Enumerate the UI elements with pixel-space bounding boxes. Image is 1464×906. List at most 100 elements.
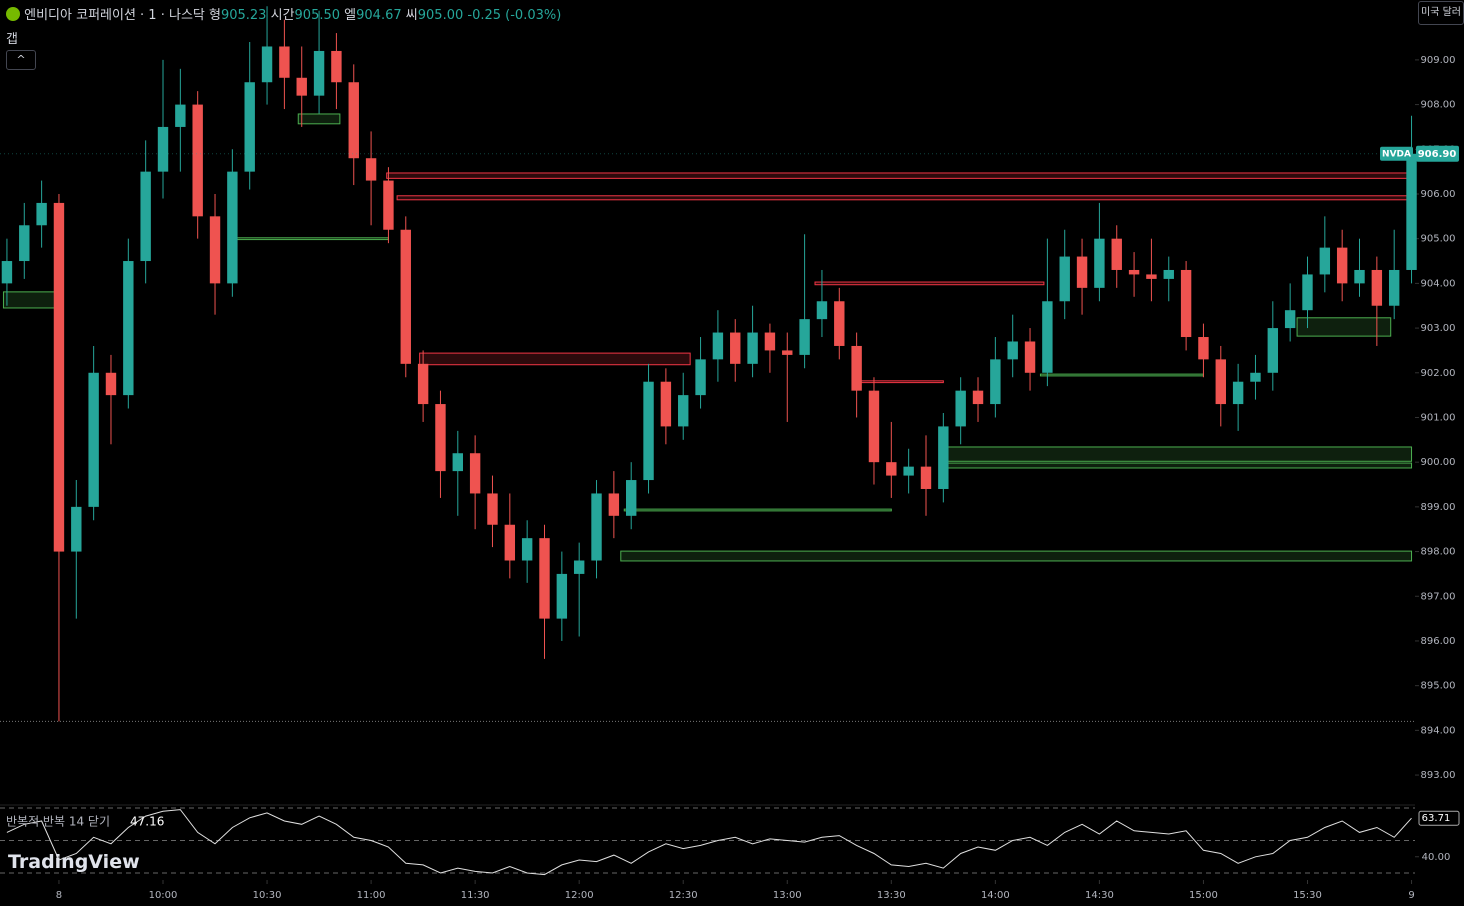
candle-body — [938, 426, 949, 489]
candle-body — [1042, 301, 1053, 373]
candle-body — [244, 82, 255, 172]
candle-body — [36, 202, 47, 226]
y-tick-label: 905.00 — [1421, 234, 1456, 245]
gap-zone — [419, 352, 691, 366]
candle-body — [834, 301, 845, 346]
candle-body — [521, 538, 533, 561]
candle-body — [1, 261, 13, 284]
candle-body — [1371, 269, 1383, 306]
candle-body — [1388, 269, 1400, 306]
currency-button[interactable]: 미국 달러 — [1418, 1, 1464, 25]
candle-body — [417, 363, 429, 405]
candle-body — [539, 538, 550, 619]
candle-body — [1215, 359, 1226, 405]
x-tick-label: 14:30 — [1085, 890, 1114, 901]
change: -0.25 (-0.03%) — [467, 8, 562, 23]
candle-body — [123, 261, 134, 396]
candle-body — [140, 171, 151, 262]
candle-body — [1267, 328, 1279, 373]
candle-body — [625, 480, 637, 516]
symbol-tag-label: NVDA — [1382, 149, 1411, 159]
ohlc-value: 905.00 — [417, 8, 464, 23]
price-tag-label: 906.90 — [1418, 149, 1457, 160]
candle-body — [175, 104, 186, 127]
y-tick-label: 908.00 — [1421, 100, 1456, 111]
x-tick-label: 14:00 — [981, 890, 1010, 901]
candle-body — [799, 319, 810, 355]
gap-zone — [2, 291, 60, 309]
candle-body — [851, 345, 862, 391]
candle-body — [71, 506, 82, 552]
y-tick-label: 900.00 — [1421, 457, 1456, 468]
candle-body — [764, 332, 776, 351]
candle-body — [608, 493, 620, 516]
candle-body — [452, 453, 463, 472]
header: 엔비디아 코퍼레이션 · 1 · 나스닥 형905.23 시간905.50 엘9… — [6, 4, 561, 23]
candle-body — [400, 229, 411, 364]
candle-body — [487, 493, 498, 525]
x-tick-label: 9 — [1408, 890, 1414, 901]
candle-body — [261, 46, 273, 83]
collapse-button[interactable]: ^ — [6, 50, 36, 70]
candle-body — [730, 332, 741, 364]
candle-body — [227, 171, 238, 284]
x-tick-label: 13:00 — [773, 890, 802, 901]
ohlc-label: 시간 — [270, 8, 295, 23]
y-tick-label: 903.00 — [1421, 323, 1456, 334]
candle-body — [712, 332, 724, 360]
gap-zone — [386, 172, 1413, 179]
candle-body — [1250, 372, 1261, 382]
candle-body — [53, 202, 65, 552]
gap-zone — [939, 446, 1413, 462]
candle-body — [1094, 238, 1105, 288]
y-tick-label: 909.00 — [1421, 55, 1456, 66]
candle-body — [1302, 274, 1313, 311]
gap-zone — [620, 550, 1413, 562]
x-tick-label: 15:00 — [1189, 890, 1218, 901]
ohlc-value: 905.23 — [220, 8, 267, 23]
candle-body — [1076, 256, 1088, 288]
candle-body — [990, 359, 1001, 405]
candle-body — [1128, 269, 1140, 275]
candle-body — [1059, 256, 1070, 302]
rsi-legend-value: 47.16 — [130, 815, 164, 829]
candle-body — [643, 381, 654, 481]
y-tick-label: 906.00 — [1421, 189, 1456, 200]
y-tick-label: 896.00 — [1421, 636, 1456, 647]
candle-body — [920, 466, 932, 489]
candle-body — [903, 466, 914, 476]
candle-body — [678, 395, 689, 427]
rsi-tick-label: 40.00 — [1422, 852, 1451, 863]
candle-body — [747, 332, 758, 364]
candle-body — [209, 216, 221, 284]
candle-body — [886, 462, 897, 476]
symbol-icon — [6, 7, 20, 21]
watermark: TradingView — [8, 851, 140, 873]
candle-body — [348, 82, 359, 159]
gap-zone — [814, 281, 1045, 286]
candle-body — [105, 372, 117, 396]
title: 엔비디아 코퍼레이션 · 1 · 나스닥 — [24, 8, 205, 23]
y-tick-label: 899.00 — [1421, 502, 1456, 513]
x-tick-label: 12:00 — [565, 890, 594, 901]
y-tick-label: 902.00 — [1421, 368, 1456, 379]
x-tick-label: 10:30 — [253, 890, 282, 901]
candle-body — [88, 372, 99, 507]
price-tag — [1416, 145, 1459, 162]
candle-body — [816, 301, 828, 320]
y-tick-label: 893.00 — [1421, 770, 1456, 781]
gap-zone — [939, 462, 1413, 469]
gap-zone — [1039, 373, 1204, 377]
candle-body — [1232, 381, 1244, 405]
rsi-legend-name: 반복적 반복 14 닫기 — [6, 815, 110, 829]
candle-body — [1319, 247, 1331, 275]
candle-body — [782, 350, 793, 355]
candle-body — [955, 390, 966, 427]
candle-body — [504, 524, 516, 561]
x-tick-label: 15:30 — [1293, 890, 1322, 901]
candle-body — [1007, 341, 1018, 360]
candle-body — [279, 46, 290, 78]
x-tick-label: 11:00 — [357, 890, 386, 901]
gap-zone — [297, 113, 341, 125]
y-tick-label: 894.00 — [1421, 725, 1456, 736]
